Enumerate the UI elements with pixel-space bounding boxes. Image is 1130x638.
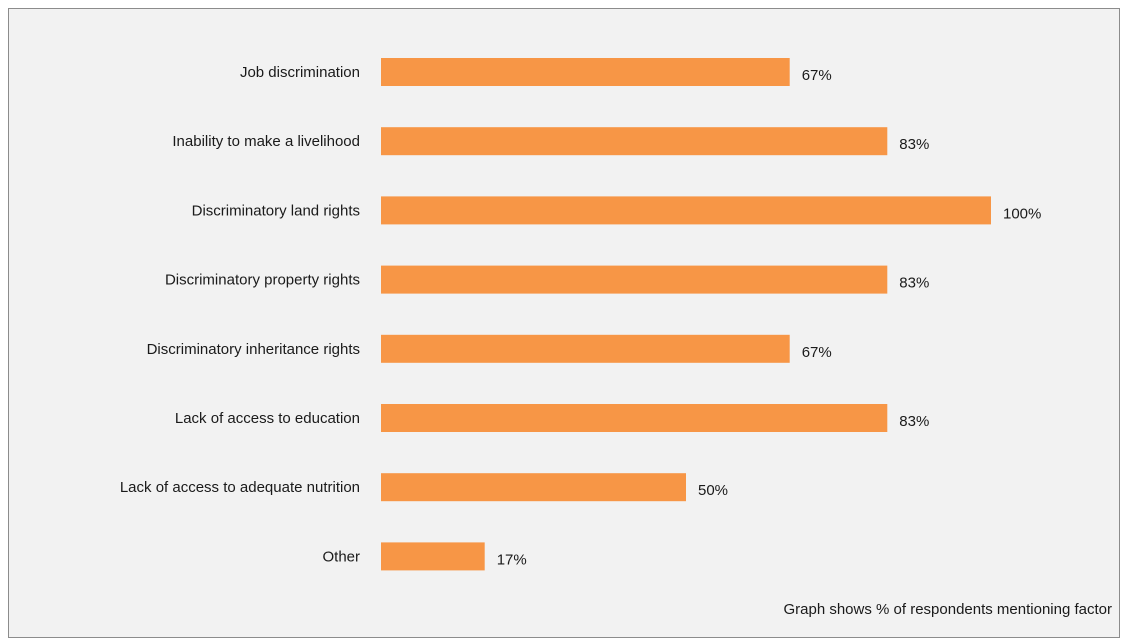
value-label: 83%	[899, 413, 929, 430]
category-label: Job discrimination	[240, 64, 360, 81]
value-label: 50%	[698, 482, 728, 499]
category-label: Discriminatory property rights	[165, 272, 360, 289]
category-label: Lack of access to adequate nutrition	[120, 479, 360, 496]
chart-frame	[8, 8, 1120, 638]
category-label: Inability to make a livelihood	[172, 133, 360, 150]
bar	[381, 334, 790, 363]
bar	[381, 127, 888, 156]
category-label: Discriminatory land rights	[192, 202, 360, 219]
value-label: 67%	[802, 344, 832, 361]
value-label: 67%	[802, 67, 832, 84]
bar	[381, 542, 485, 571]
bar	[381, 404, 888, 432]
value-label: 83%	[899, 136, 929, 153]
bar	[381, 473, 686, 502]
bar	[381, 196, 991, 225]
bar	[381, 58, 790, 86]
value-label: 17%	[497, 551, 527, 568]
category-label: Discriminatory inheritance rights	[147, 341, 360, 358]
value-label: 100%	[1003, 205, 1041, 222]
value-label: 83%	[899, 275, 929, 292]
chart-note: Graph shows % of respondents mentioning …	[783, 601, 1112, 618]
category-label: Other	[322, 548, 360, 565]
bar	[381, 265, 888, 294]
category-label: Lack of access to education	[175, 410, 360, 427]
